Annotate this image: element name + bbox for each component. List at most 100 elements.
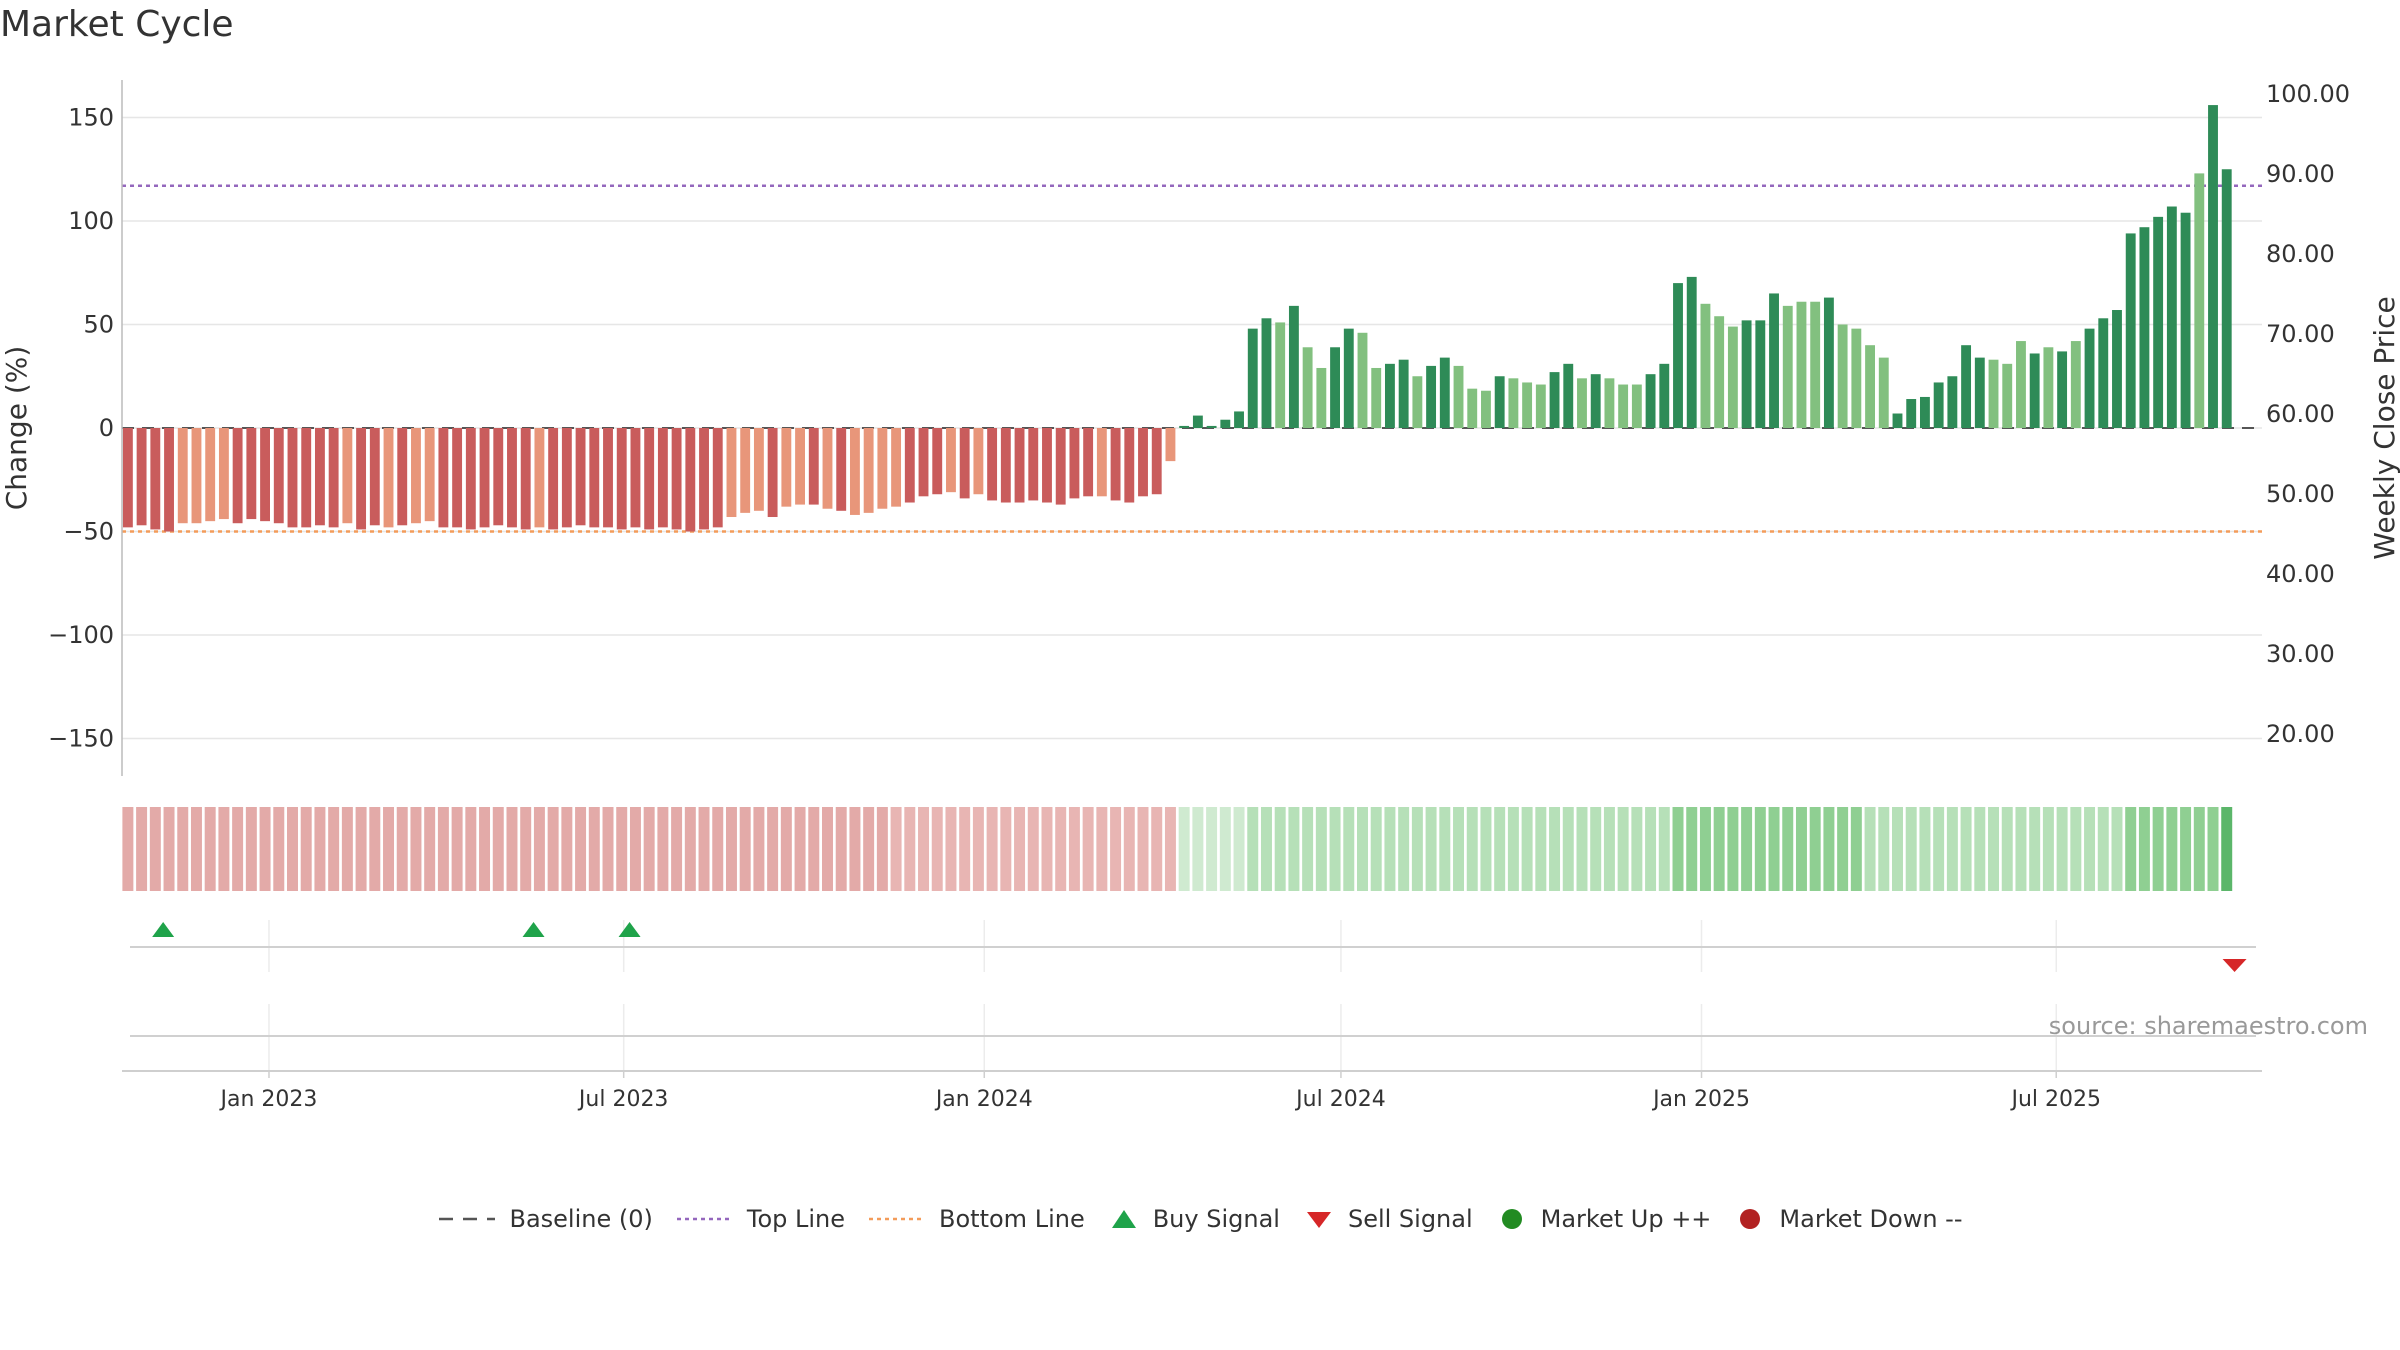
bar bbox=[218, 428, 229, 520]
bar bbox=[369, 428, 380, 526]
strip-cell bbox=[1068, 807, 1080, 891]
bar bbox=[1755, 320, 1766, 428]
strip-cell bbox=[1274, 807, 1286, 891]
strip-cell bbox=[780, 807, 792, 891]
bar bbox=[1055, 428, 1066, 505]
strip-cell bbox=[1411, 807, 1423, 891]
bar bbox=[1645, 374, 1656, 428]
bar bbox=[2112, 310, 2122, 428]
bar bbox=[1343, 328, 1354, 428]
bar bbox=[273, 428, 284, 524]
legend-item: Sell Signal bbox=[1302, 1204, 1473, 1234]
bar bbox=[603, 428, 613, 528]
bar bbox=[1919, 396, 1930, 428]
legend-label: Top Line bbox=[746, 1205, 846, 1233]
sell-signal-icon bbox=[2222, 959, 2247, 972]
gridlines bbox=[122, 116, 2262, 740]
y2-tick-label: 40.00 bbox=[2266, 560, 2335, 588]
bar bbox=[1700, 303, 1711, 428]
bar bbox=[1220, 419, 1231, 428]
heat-strip bbox=[122, 807, 2233, 891]
bar bbox=[2084, 328, 2095, 428]
bars bbox=[122, 105, 2232, 532]
bar bbox=[1124, 428, 1135, 503]
strip-cell bbox=[1645, 807, 1657, 891]
x-tick-label: Jan 2024 bbox=[934, 1087, 1033, 1112]
strip-cell bbox=[533, 807, 545, 891]
bar bbox=[1439, 357, 1450, 428]
strip-cell bbox=[1562, 807, 1574, 891]
strip-cell bbox=[1164, 807, 1176, 891]
strip-cell bbox=[1576, 807, 1588, 891]
legend-label: Market Down -- bbox=[1779, 1205, 1963, 1233]
strip-cell bbox=[616, 807, 628, 891]
strip-cell bbox=[684, 807, 696, 891]
legend-item: Buy Signal bbox=[1107, 1204, 1280, 1234]
strip-cell bbox=[629, 807, 641, 891]
strip-cell bbox=[904, 807, 916, 891]
strip-cell bbox=[588, 807, 600, 891]
strip-cell bbox=[300, 807, 312, 891]
bar bbox=[2125, 233, 2136, 428]
bar bbox=[122, 428, 133, 528]
legend-label: Bottom Line bbox=[939, 1205, 1085, 1233]
bar bbox=[712, 428, 723, 528]
strip-cell bbox=[863, 807, 875, 891]
y2-tick-label: 50.00 bbox=[2266, 480, 2335, 508]
bar bbox=[918, 428, 929, 497]
strip-cell bbox=[506, 807, 518, 891]
strip-cell bbox=[2084, 807, 2096, 891]
strip-cell bbox=[1631, 807, 1643, 891]
bar bbox=[1288, 305, 1299, 428]
bar bbox=[301, 428, 312, 528]
legend-label: Sell Signal bbox=[1347, 1205, 1473, 1233]
strip-cell bbox=[1315, 807, 1327, 891]
strip-cell bbox=[890, 807, 902, 891]
legend-label: Buy Signal bbox=[1152, 1205, 1280, 1233]
strip-cell bbox=[492, 807, 504, 891]
bar bbox=[1384, 363, 1395, 428]
signals-panel bbox=[130, 920, 2256, 1072]
bar bbox=[1330, 347, 1340, 428]
market-cycle-chart: −150 −100 −50 0 50 100 150 20.00 30.00 40.00 50.00… bbox=[0, 80, 2400, 1112]
bar bbox=[973, 428, 984, 495]
strip-cell bbox=[1699, 807, 1711, 891]
strip-cell bbox=[1974, 807, 1986, 891]
bar bbox=[685, 428, 696, 532]
strip-cell bbox=[1247, 807, 1259, 891]
bar bbox=[1494, 376, 1505, 428]
strip-cell bbox=[1988, 807, 2000, 891]
strip-cell bbox=[1343, 807, 1355, 891]
strip-cell bbox=[1466, 807, 1478, 891]
bar bbox=[2153, 216, 2164, 428]
bar bbox=[1714, 316, 1725, 428]
bar bbox=[877, 428, 888, 509]
strip-cell bbox=[1425, 807, 1437, 891]
strip-cell bbox=[396, 807, 408, 891]
bar bbox=[726, 428, 737, 518]
bar bbox=[2166, 206, 2177, 428]
strip-cell bbox=[767, 807, 779, 891]
bar bbox=[1138, 428, 1148, 497]
strip-cell bbox=[1357, 807, 1368, 891]
bar bbox=[987, 428, 998, 501]
strip-cell bbox=[437, 807, 449, 891]
strip-cell bbox=[424, 807, 436, 891]
bar bbox=[1686, 276, 1697, 428]
strip-cell bbox=[1206, 807, 1218, 891]
strip-cell bbox=[2056, 807, 2068, 891]
strip-cell bbox=[465, 807, 477, 891]
bar bbox=[1316, 367, 1327, 428]
strip-cell bbox=[369, 807, 381, 891]
strip-cell bbox=[287, 807, 298, 891]
strip-cell bbox=[2070, 807, 2082, 891]
bar bbox=[959, 428, 970, 499]
bar bbox=[246, 428, 257, 520]
x-tick-label: Jul 2023 bbox=[577, 1087, 669, 1112]
bar bbox=[808, 428, 819, 505]
bar bbox=[342, 428, 353, 524]
bar bbox=[644, 428, 655, 530]
bar bbox=[205, 428, 216, 522]
strip-cell bbox=[273, 807, 285, 891]
strip-cell bbox=[1521, 807, 1533, 891]
